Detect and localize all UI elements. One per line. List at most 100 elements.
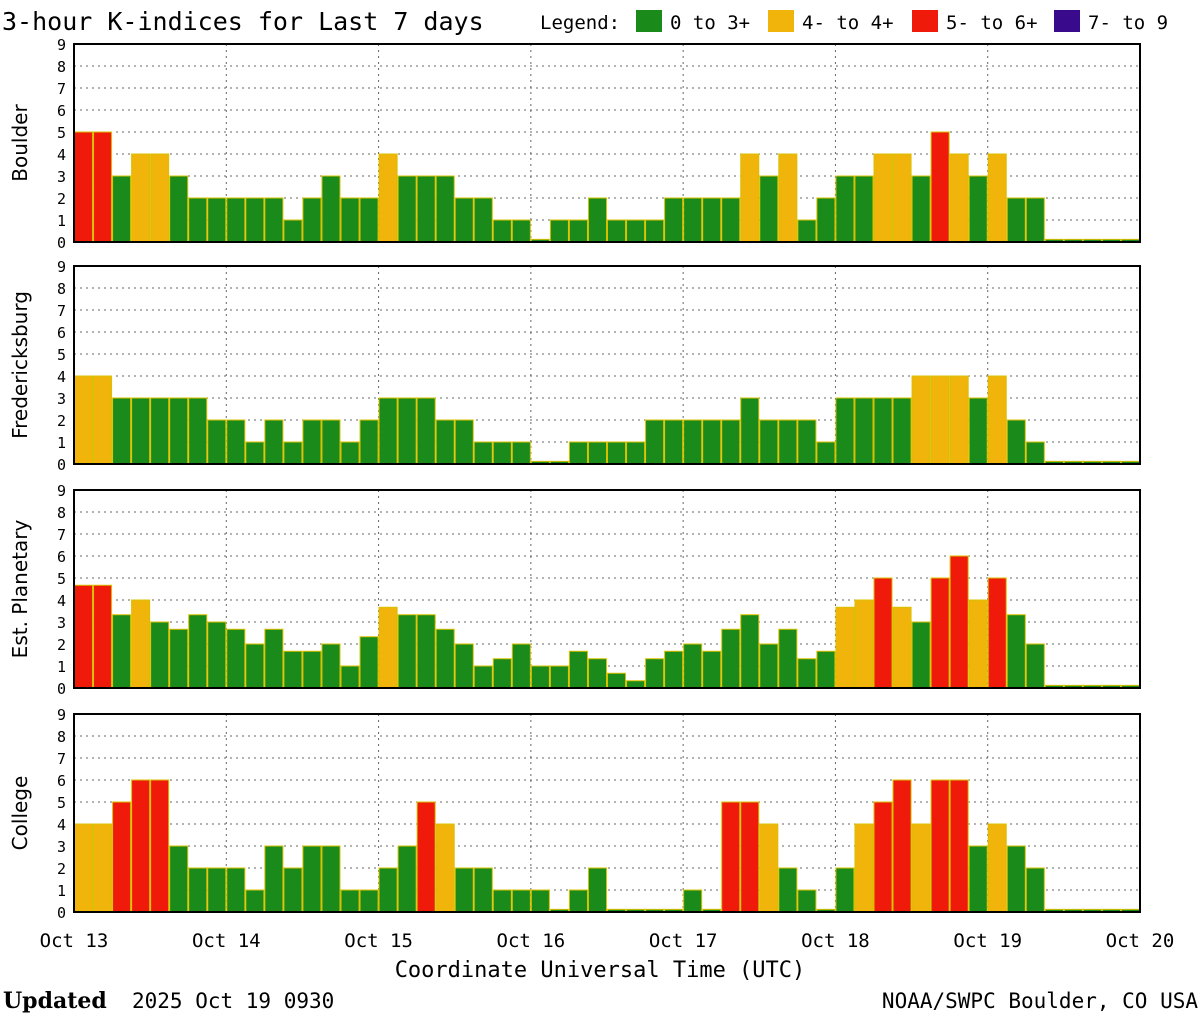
bar: [359, 419, 379, 465]
bar: [473, 867, 493, 913]
bar: [892, 153, 912, 243]
bar: [645, 419, 665, 465]
x-axis: Oct 13 Oct 14 Oct 15 Oct 16 Oct 17 Oct 18 Oct …: [40, 930, 1175, 952]
bar: [302, 197, 322, 243]
bar: [283, 650, 303, 689]
x-axis-label: Coordinate Universal Time (UTC): [395, 958, 806, 983]
y-tick-label: 7: [57, 750, 66, 768]
bar: [93, 375, 113, 465]
bar: [264, 845, 284, 913]
y-tick-label: 2: [57, 636, 66, 654]
bar: [511, 643, 531, 689]
panel-label: College: [8, 776, 32, 851]
y-tick-label: 1: [57, 212, 66, 230]
bar: [930, 779, 950, 913]
bar: [930, 131, 950, 243]
bar: [568, 219, 588, 243]
x-tick-label: Oct 18: [801, 930, 870, 952]
bar: [378, 397, 398, 465]
panel-label: Est. Planetary: [8, 520, 32, 659]
legend-swatch-3: [1054, 10, 1080, 32]
bar: [302, 845, 322, 913]
y-tick-label: 4: [57, 146, 66, 164]
panel-label: Boulder: [8, 104, 32, 182]
bar: [911, 375, 931, 465]
bar: [759, 175, 779, 243]
bar: [416, 397, 436, 465]
bar: [949, 153, 969, 243]
y-tick-label: 9: [57, 482, 66, 500]
y-tick-label: 0: [57, 456, 66, 474]
bar: [721, 419, 741, 465]
bar: [511, 441, 531, 465]
bar: [835, 606, 855, 689]
bar: [568, 889, 588, 913]
bar: [245, 889, 265, 913]
bar: [930, 375, 950, 465]
bar: [454, 643, 474, 689]
bar: [664, 197, 684, 243]
bar: [968, 175, 988, 243]
y-tick-label: 0: [57, 234, 66, 252]
bar: [816, 441, 836, 465]
bar: [549, 219, 569, 243]
y-tick-label: 6: [57, 102, 66, 120]
panel-3: 0 1 2 3 4 5 6 7 8 9 College: [8, 706, 1141, 922]
bar: [321, 643, 341, 689]
bar: [397, 175, 417, 243]
bar: [702, 650, 722, 689]
bar: [587, 867, 608, 913]
bar: [169, 628, 189, 689]
bar: [397, 614, 417, 689]
bar: [169, 397, 189, 465]
bar: [150, 153, 170, 243]
bar: [207, 197, 227, 243]
panel-frame: [73, 489, 1141, 689]
bar: [321, 175, 341, 243]
bar: [435, 175, 455, 243]
y-tick-label: 4: [57, 368, 66, 386]
bar: [150, 621, 170, 689]
x-tick-label: Oct 20: [1106, 930, 1175, 952]
bar: [264, 419, 284, 465]
bar: [264, 628, 284, 689]
bar: [607, 441, 627, 465]
bar: [131, 153, 151, 243]
y-tick-label: 2: [57, 190, 66, 208]
bar: [435, 823, 455, 913]
y-tick-label: 1: [57, 882, 66, 900]
bar: [150, 397, 170, 465]
bar: [74, 375, 94, 465]
bar: [816, 650, 836, 689]
bar: [454, 419, 474, 465]
bar: [112, 175, 132, 243]
bar: [340, 197, 360, 243]
bar: [587, 197, 608, 243]
bar: [169, 175, 189, 243]
bar: [340, 665, 360, 689]
bar: [778, 419, 798, 465]
bar: [226, 419, 246, 465]
bar: [664, 650, 684, 689]
panel-label: Fredericksburg: [8, 291, 32, 439]
bar: [778, 153, 798, 243]
bar: [683, 419, 703, 465]
bar: [759, 823, 779, 913]
y-tick-label: 4: [57, 592, 66, 610]
bar: [245, 441, 265, 465]
bar: [911, 823, 931, 913]
bar: [873, 801, 893, 913]
bar: [740, 397, 760, 465]
y-tick-label: 5: [57, 346, 66, 364]
bar: [264, 197, 284, 243]
bar: [1006, 419, 1026, 465]
bar: [568, 650, 588, 689]
bar: [226, 197, 246, 243]
bar: [492, 441, 512, 465]
bar: [740, 801, 760, 913]
bar: [226, 867, 246, 913]
y-tick-label: 3: [57, 168, 66, 186]
bar: [1025, 441, 1045, 465]
bar: [949, 375, 969, 465]
y-tick-label: 7: [57, 80, 66, 98]
